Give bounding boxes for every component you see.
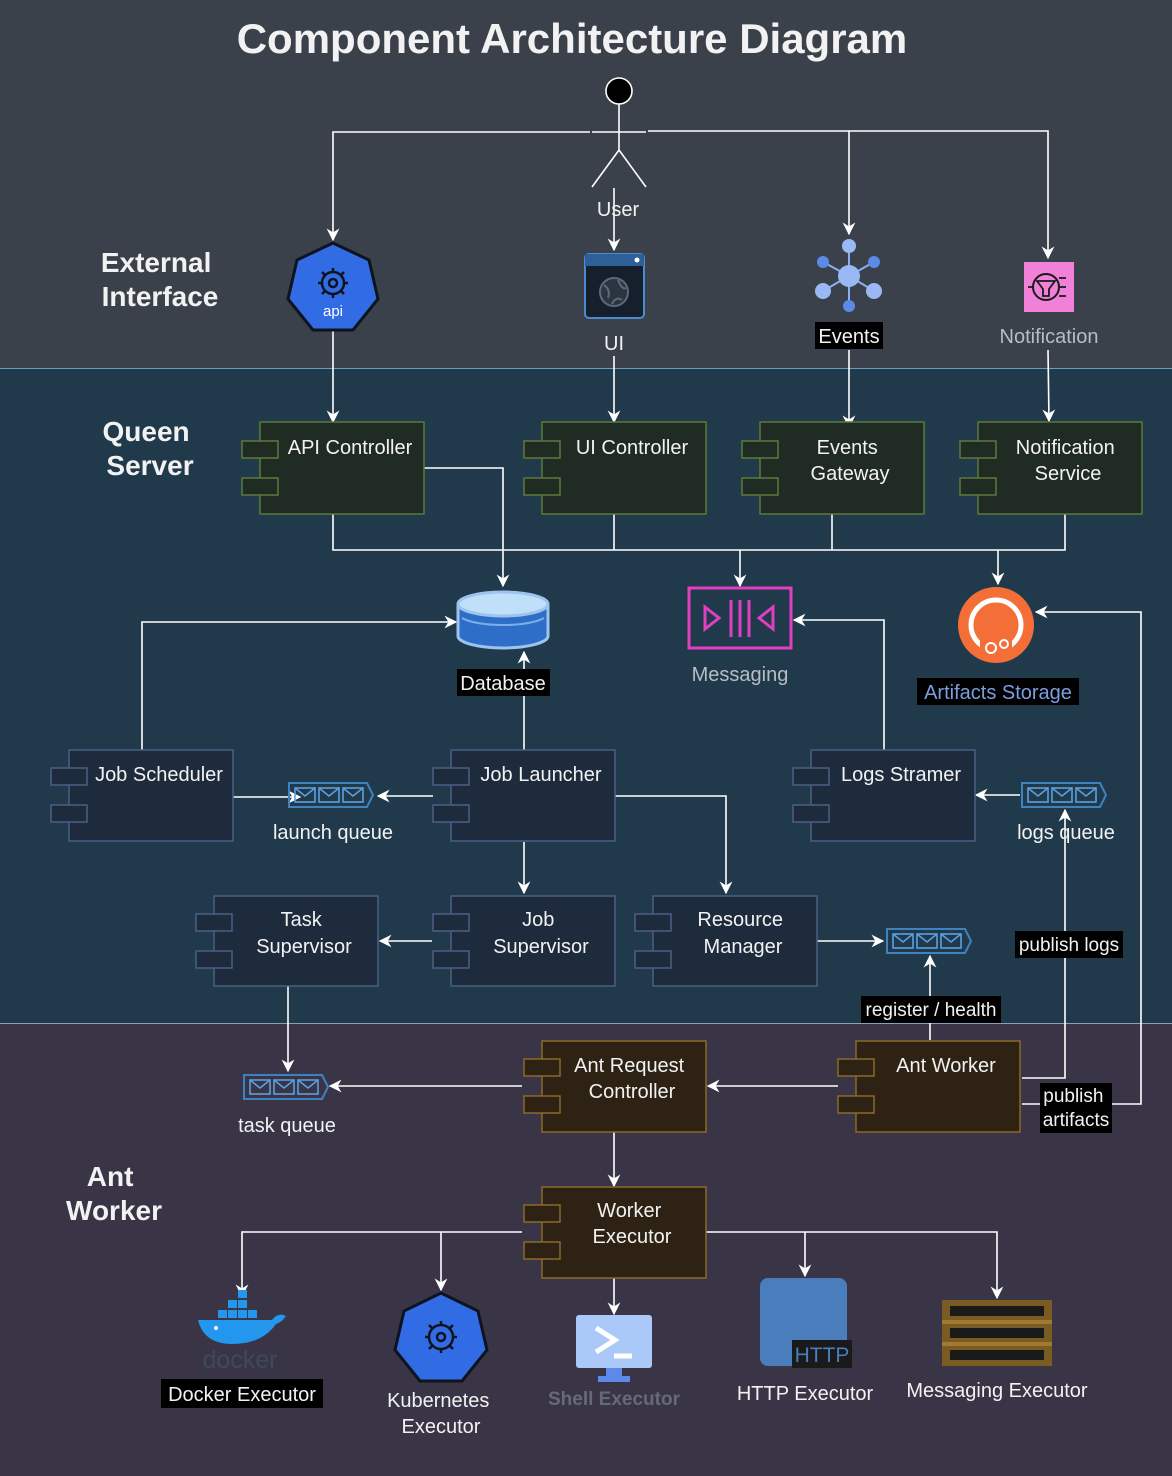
messaging-node[interactable]: Messaging (687, 586, 793, 686)
http-endpoint-icon: HTTP (760, 1278, 852, 1368)
logs-streamer-label: Logs Stramer (841, 764, 961, 786)
resource-manager-label: Resource Manager (697, 909, 788, 958)
gear-icon (318, 268, 348, 298)
svg-text:publish logs: publish logs (1019, 935, 1119, 956)
docker-whale-icon (198, 1290, 286, 1344)
task-queue-icon (243, 1074, 329, 1100)
docker-wordmark: docker (202, 1346, 277, 1374)
notification-label: Notification (1000, 326, 1099, 348)
message-broker-icon (687, 586, 793, 650)
job-scheduler-label: Job Scheduler (95, 764, 223, 786)
messaging-executor-label: Messaging Executor (906, 1380, 1088, 1402)
svg-text:register / health: register / health (866, 1000, 997, 1021)
http-executor-label: HTTP Executor (737, 1383, 874, 1405)
launch-queue-label: launch queue (273, 822, 393, 844)
notification-service-component[interactable]: Notification Service (959, 421, 1143, 515)
docker-executor-node[interactable]: docker Docker Executor (161, 1290, 323, 1408)
notification-filter-icon (1024, 262, 1074, 312)
registry-queue-node[interactable] (886, 928, 972, 954)
event-hub-icon (815, 239, 882, 312)
launch-queue-icon (288, 782, 374, 808)
ui-label: UI (604, 333, 624, 355)
http-executor-node[interactable]: HTTP HTTP Executor (737, 1278, 874, 1405)
job-supervisor-label: Job Supervisor (493, 909, 589, 958)
docker-label-bg (161, 1379, 323, 1408)
job-launcher-component[interactable]: Job Launcher (432, 749, 616, 842)
kubernetes-executor-node[interactable]: Kubernetes Executor (387, 1291, 495, 1438)
section-queen-server: Queen Server (103, 416, 198, 481)
artifacts-label-bg (917, 678, 1079, 705)
api-controller-component[interactable]: API Controller (241, 421, 425, 515)
kubernetes-gear-icon (425, 1321, 457, 1353)
messaging-label: Messaging (692, 664, 789, 686)
job-supervisor-component[interactable]: Job Supervisor (432, 895, 616, 987)
database-node[interactable]: Database (456, 590, 550, 696)
launch-queue-node[interactable]: launch queue (273, 782, 393, 844)
api-node[interactable]: api (286, 241, 380, 332)
shell-executor-label: Shell Executor (548, 1389, 681, 1410)
ant-worker-component[interactable]: Ant Worker (837, 1040, 1021, 1133)
messaging-executor-node[interactable]: Messaging Executor (906, 1300, 1088, 1402)
ant-request-controller-label: Ant Request Controller (574, 1055, 690, 1103)
message-stack-icon (942, 1300, 1052, 1366)
kubernetes-icon (393, 1291, 489, 1383)
logs-queue-label: logs queue (1017, 822, 1115, 844)
notification-service-label: Notification Service (1016, 437, 1121, 485)
logs-queue-icon (1021, 782, 1107, 808)
browser-window-icon (584, 253, 645, 319)
publish-artifacts-edge-label: publish artifacts (1040, 1083, 1112, 1133)
events-label-bg (815, 322, 883, 349)
events-node[interactable]: Events (815, 239, 883, 349)
artifact-storage-icon (958, 587, 1034, 663)
logs-streamer-component[interactable]: Logs Stramer (792, 749, 976, 842)
events-gateway-label: Events Gateway (811, 437, 890, 485)
publish-logs-edge-label: publish logs (1015, 931, 1123, 958)
ui-controller-component[interactable]: UI Controller (523, 421, 707, 515)
terminal-prompt-icon (576, 1315, 652, 1382)
database-label-bg (457, 669, 550, 696)
user-label: User (597, 199, 640, 221)
shell-executor-node[interactable]: Shell Executor (548, 1315, 681, 1410)
section-external-interface: External Interface (101, 247, 219, 312)
section-ant-worker: Ant Worker (66, 1161, 162, 1226)
http-badge-text: HTTP (795, 1344, 850, 1367)
worker-executor-component[interactable]: Worker Executor (523, 1186, 707, 1279)
ant-worker-label: Ant Worker (896, 1055, 996, 1077)
user-icon (591, 77, 647, 188)
diagram-title: Component Architecture Diagram (237, 15, 908, 62)
user-actor[interactable]: User (591, 77, 647, 221)
worker-executor-label: Worker Executor (593, 1200, 672, 1248)
kubernetes-executor-label: Kubernetes Executor (387, 1390, 495, 1438)
artifacts-label: Artifacts Storage (924, 682, 1072, 704)
task-queue-node[interactable]: task queue (238, 1074, 336, 1137)
task-supervisor-label: Task Supervisor (256, 909, 352, 958)
ui-controller-label: UI Controller (576, 437, 689, 459)
job-scheduler-component[interactable]: Job Scheduler (50, 749, 234, 842)
resource-manager-component[interactable]: Resource Manager (634, 895, 818, 987)
svg-text:publish artifacts: publish artifacts (1043, 1086, 1110, 1131)
task-supervisor-component[interactable]: Task Supervisor (195, 895, 379, 987)
database-label: Database (460, 673, 546, 695)
events-label: Events (818, 326, 879, 348)
events-gateway-component[interactable]: Events Gateway (741, 421, 925, 515)
task-queue-label: task queue (238, 1115, 336, 1137)
register-health-edge-label: register / health (861, 996, 1001, 1023)
database-cylinder-icon (456, 590, 550, 650)
job-launcher-label: Job Launcher (480, 764, 602, 786)
logs-queue-node[interactable]: logs queue (1017, 782, 1115, 844)
notification-node[interactable]: Notification (1000, 262, 1099, 348)
ui-node[interactable]: UI (584, 253, 645, 355)
ant-request-controller-component[interactable]: Ant Request Controller (523, 1040, 707, 1133)
api-controller-label: API Controller (288, 437, 413, 459)
connector-lines (141, 130, 1142, 1316)
registry-queue-icon (886, 928, 972, 954)
artifacts-storage-node[interactable]: Artifacts Storage (917, 587, 1079, 705)
api-icon-label: api (323, 303, 343, 320)
docker-executor-label: Docker Executor (168, 1384, 316, 1406)
